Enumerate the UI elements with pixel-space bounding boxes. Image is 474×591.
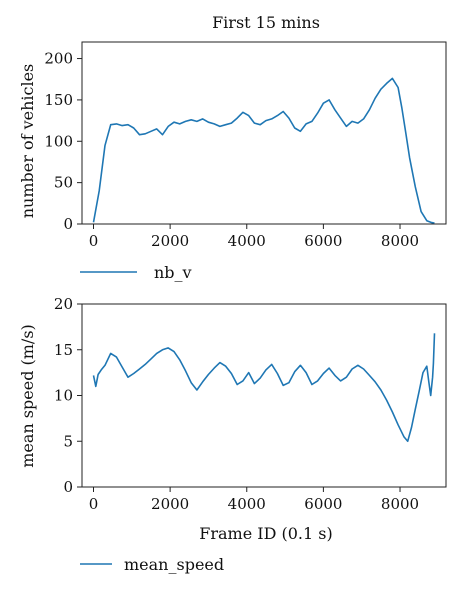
y-axis-label: mean speed (m/s) xyxy=(18,324,37,468)
y-tick-label: 15 xyxy=(54,341,73,359)
x-tick-label: 2000 xyxy=(151,232,189,250)
y-tick-label: 5 xyxy=(63,432,73,450)
y-tick-label: 100 xyxy=(44,132,73,150)
legend: nb_v xyxy=(80,263,192,282)
x-tick-label: 8000 xyxy=(381,232,419,250)
y-tick-label: 10 xyxy=(54,387,73,405)
x-tick-label: 0 xyxy=(89,495,99,513)
chart-bottom-ticks: 0 2000 4000 6000 8000 0 5 10 15 20 xyxy=(54,295,419,513)
x-tick-label: 4000 xyxy=(228,232,266,250)
chart-top-ticks: 0 2000 4000 6000 8000 0 50 100 150 200 xyxy=(44,50,419,250)
x-tick-label: 2000 xyxy=(151,495,189,513)
y-tick-label: 150 xyxy=(44,91,73,109)
legend: mean_speed xyxy=(80,555,224,574)
x-tick-label: 0 xyxy=(89,232,99,250)
legend-label: nb_v xyxy=(154,263,192,282)
x-tick-label: 6000 xyxy=(304,495,342,513)
legend-label: mean_speed xyxy=(124,555,224,574)
y-tick-label: 0 xyxy=(63,215,73,233)
y-tick-label: 50 xyxy=(54,174,73,192)
series-line-mean_speed xyxy=(92,333,436,443)
chart-top: First 15 mins number of vehicles 0 2000 40… xyxy=(18,13,447,282)
chart-top-frame xyxy=(81,41,447,225)
y-tick-label: 20 xyxy=(54,295,73,313)
series-line-nb_v xyxy=(92,77,435,224)
y-tick-label: 200 xyxy=(44,50,73,68)
chart-bottom-frame xyxy=(81,303,447,488)
chart-bottom: mean speed (m/s) 0 2000 4000 6000 8000 0 5 10 15… xyxy=(18,295,447,574)
y-axis-label: number of vehicles xyxy=(18,64,37,219)
y-tick-label: 0 xyxy=(63,478,73,496)
chart-top-series xyxy=(92,77,435,224)
chart-title: First 15 mins xyxy=(212,13,320,32)
chart-bottom-series xyxy=(92,333,436,443)
x-tick-label: 8000 xyxy=(381,495,419,513)
x-tick-label: 4000 xyxy=(228,495,266,513)
x-tick-label: 6000 xyxy=(304,232,342,250)
x-axis-label: Frame ID (0.1 s) xyxy=(199,524,332,543)
